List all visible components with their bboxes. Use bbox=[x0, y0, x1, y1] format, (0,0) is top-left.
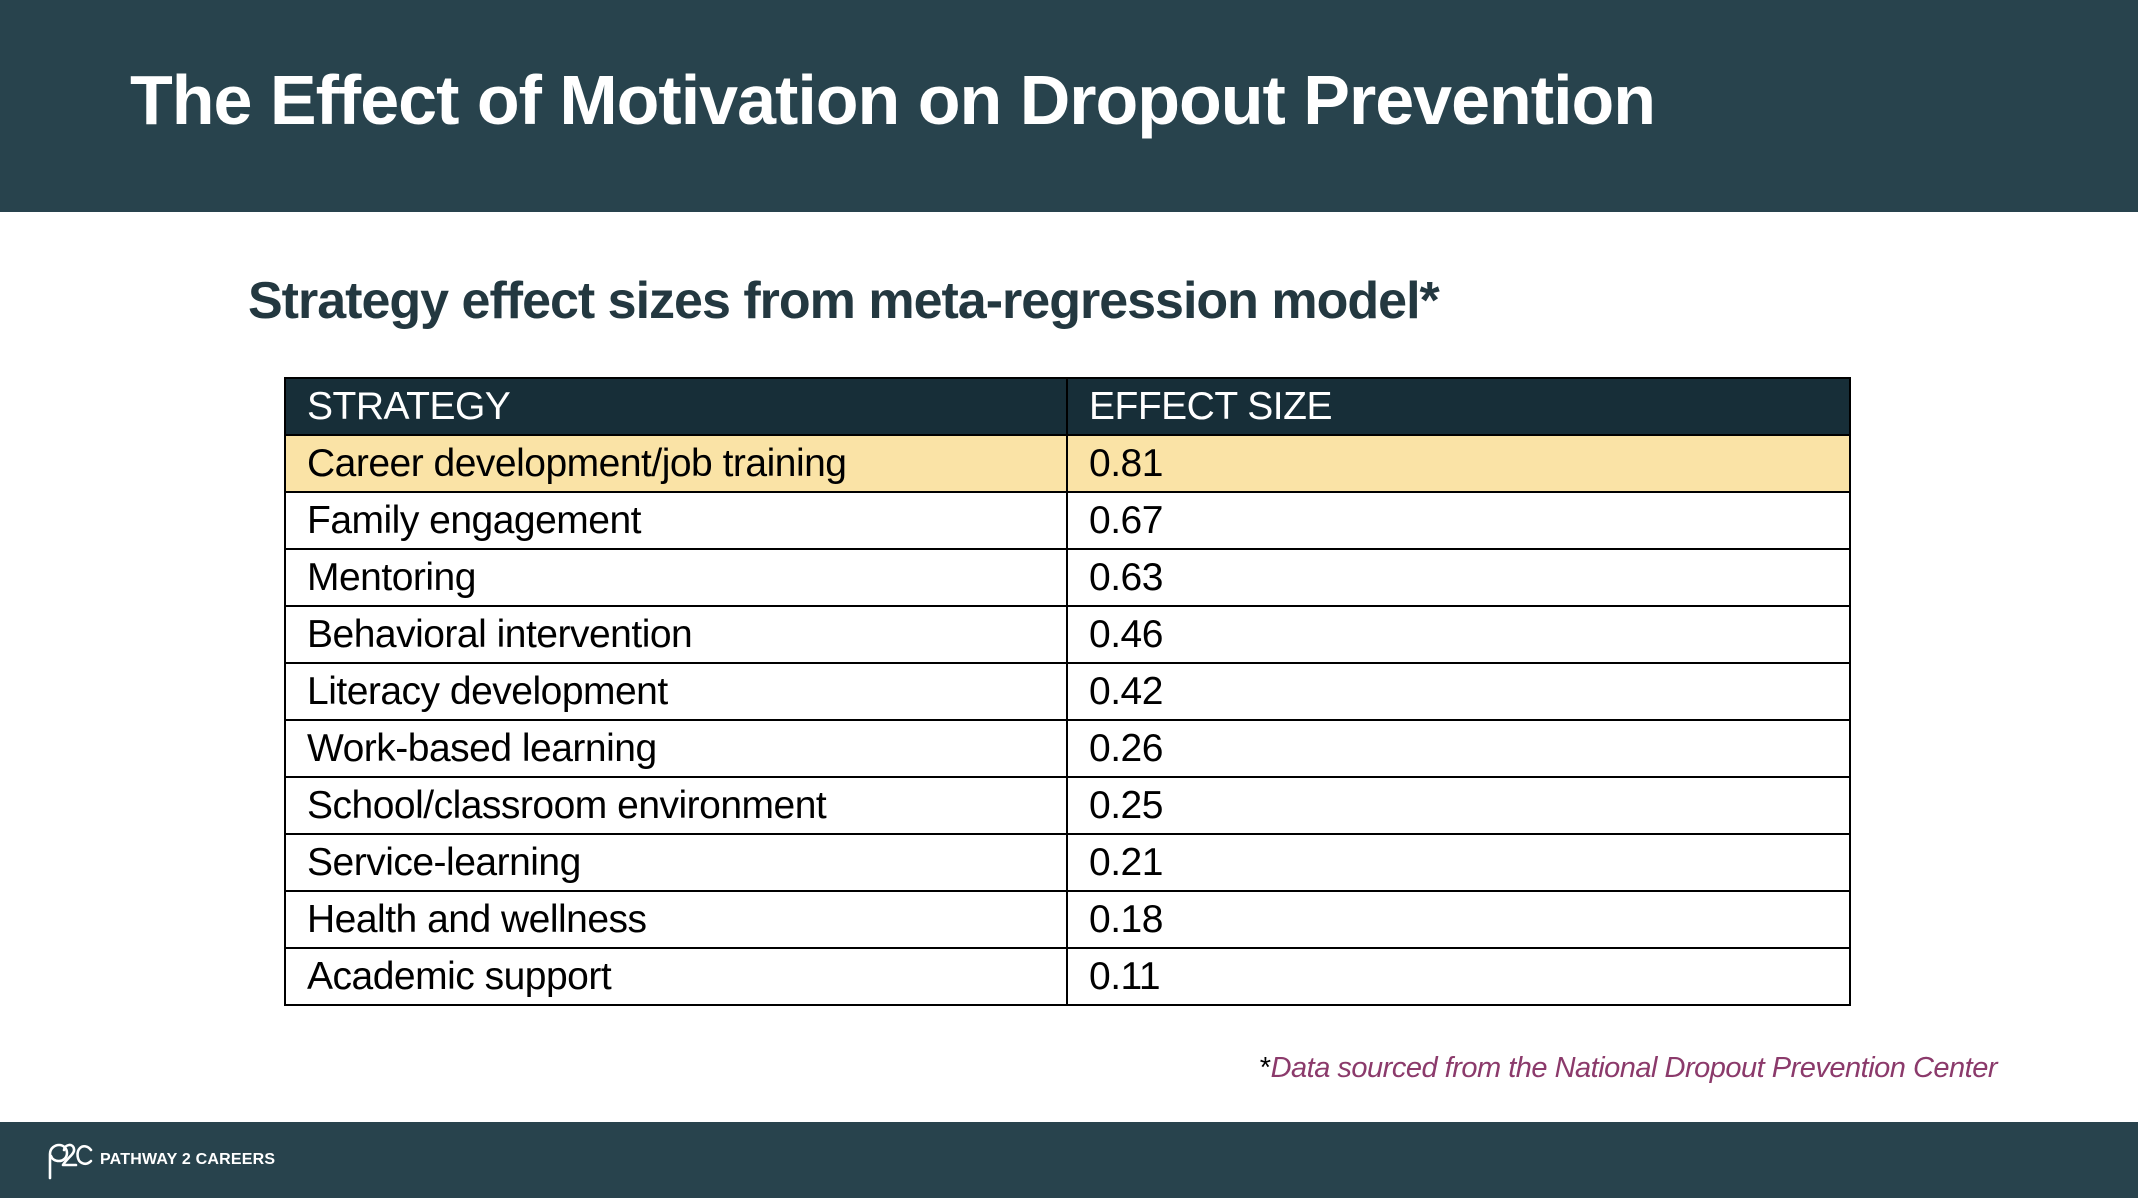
slide-subtitle: Strategy effect sizes from meta-regressi… bbox=[248, 272, 1440, 330]
logo-wordmark: PATHWAY 2 CAREERS bbox=[100, 1151, 276, 1168]
strategy-cell: Literacy development bbox=[284, 662, 1068, 721]
effect-size-cell: 0.42 bbox=[1066, 662, 1851, 721]
strategy-cell: Family engagement bbox=[284, 491, 1068, 550]
effect-size-cell: 0.21 bbox=[1066, 833, 1851, 892]
strategy-cell: Health and wellness bbox=[284, 890, 1068, 949]
effect-size-cell: 0.26 bbox=[1066, 719, 1851, 778]
table-row: Health and wellness 0.18 bbox=[284, 890, 1851, 949]
effect-size-table: STRATEGY EFFECT SIZE Career development/… bbox=[284, 377, 1851, 1006]
strategy-cell: School/classroom environment bbox=[284, 776, 1068, 835]
table-row: Mentoring 0.63 bbox=[284, 548, 1851, 607]
table-row: Family engagement 0.67 bbox=[284, 491, 1851, 550]
table-row: Work-based learning 0.26 bbox=[284, 719, 1851, 778]
p2c-logo-icon bbox=[48, 1143, 93, 1180]
slide-title: The Effect of Motivation on Dropout Prev… bbox=[130, 61, 1656, 139]
strategy-cell: Mentoring bbox=[284, 548, 1068, 607]
table-row: Career development/job training 0.81 bbox=[284, 434, 1851, 493]
strategy-cell: Work-based learning bbox=[284, 719, 1068, 778]
effect-size-cell: 0.25 bbox=[1066, 776, 1851, 835]
table-row: Service-learning 0.21 bbox=[284, 833, 1851, 892]
strategy-cell: Service-learning bbox=[284, 833, 1068, 892]
strategy-cell: Academic support bbox=[284, 947, 1068, 1006]
header-effect-size: EFFECT SIZE bbox=[1066, 377, 1851, 436]
footer-band bbox=[0, 1122, 2138, 1198]
effect-size-cell: 0.63 bbox=[1066, 548, 1851, 607]
table-row: Behavioral intervention 0.46 bbox=[284, 605, 1851, 664]
footnote-asterisk: * bbox=[1259, 1052, 1271, 1084]
effect-size-cell: 0.46 bbox=[1066, 605, 1851, 664]
table-row: Academic support 0.11 bbox=[284, 947, 1851, 1006]
effect-size-cell: 0.67 bbox=[1066, 491, 1851, 550]
table-row: School/classroom environment 0.25 bbox=[284, 776, 1851, 835]
header-strategy: STRATEGY bbox=[284, 377, 1068, 436]
effect-size-cell: 0.81 bbox=[1066, 434, 1851, 493]
source-footnote: *Data sourced from the National Dropout … bbox=[1259, 1050, 1998, 1086]
strategy-cell: Behavioral intervention bbox=[284, 605, 1068, 664]
strategy-cell: Career development/job training bbox=[284, 434, 1068, 493]
footnote-text: Data sourced from the National Dropout P… bbox=[1270, 1052, 1998, 1084]
table-row: Literacy development 0.42 bbox=[284, 662, 1851, 721]
pathway2careers-logo: PATHWAY 2 CAREERS bbox=[46, 1140, 275, 1180]
effect-size-cell: 0.18 bbox=[1066, 890, 1851, 949]
effect-size-cell: 0.11 bbox=[1066, 947, 1851, 1006]
table-header-row: STRATEGY EFFECT SIZE bbox=[284, 377, 1851, 436]
header-band bbox=[0, 0, 2138, 212]
